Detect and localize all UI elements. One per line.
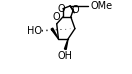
Text: OMe: OMe [90,1,112,11]
Polygon shape [64,39,68,50]
Text: OH: OH [58,51,73,61]
Text: O: O [57,4,65,14]
Text: O: O [53,12,61,22]
Text: O: O [71,5,79,15]
Text: HO: HO [27,26,42,36]
Polygon shape [51,28,58,39]
